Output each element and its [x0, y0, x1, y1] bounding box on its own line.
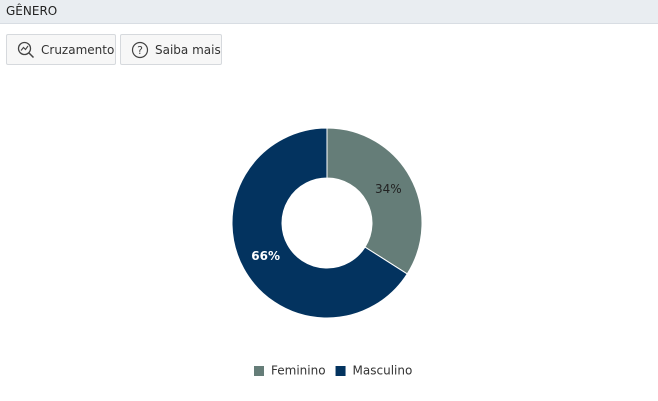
data-label: 66% — [251, 249, 280, 263]
donut-segment — [326, 127, 423, 275]
saiba-mais-button[interactable]: ? Saiba mais — [120, 34, 222, 65]
legend-label: Masculino — [353, 364, 413, 378]
legend-label: Feminino — [271, 364, 326, 378]
legend-swatch — [254, 366, 264, 376]
header-title: GÊNERO — [6, 4, 58, 18]
help-icon: ? — [131, 41, 149, 58]
legend-swatch — [335, 366, 346, 376]
svg-text:?: ? — [137, 44, 143, 57]
cruzamento-icon — [17, 41, 35, 58]
cruzamento-button[interactable]: Cruzamento — [6, 34, 116, 65]
donut-segment — [231, 127, 408, 319]
button-label: Cruzamento — [41, 42, 115, 57]
data-label: 34% — [375, 182, 402, 196]
header: GÊNERO — [0, 0, 658, 24]
button-label: Saiba mais — [155, 42, 221, 57]
